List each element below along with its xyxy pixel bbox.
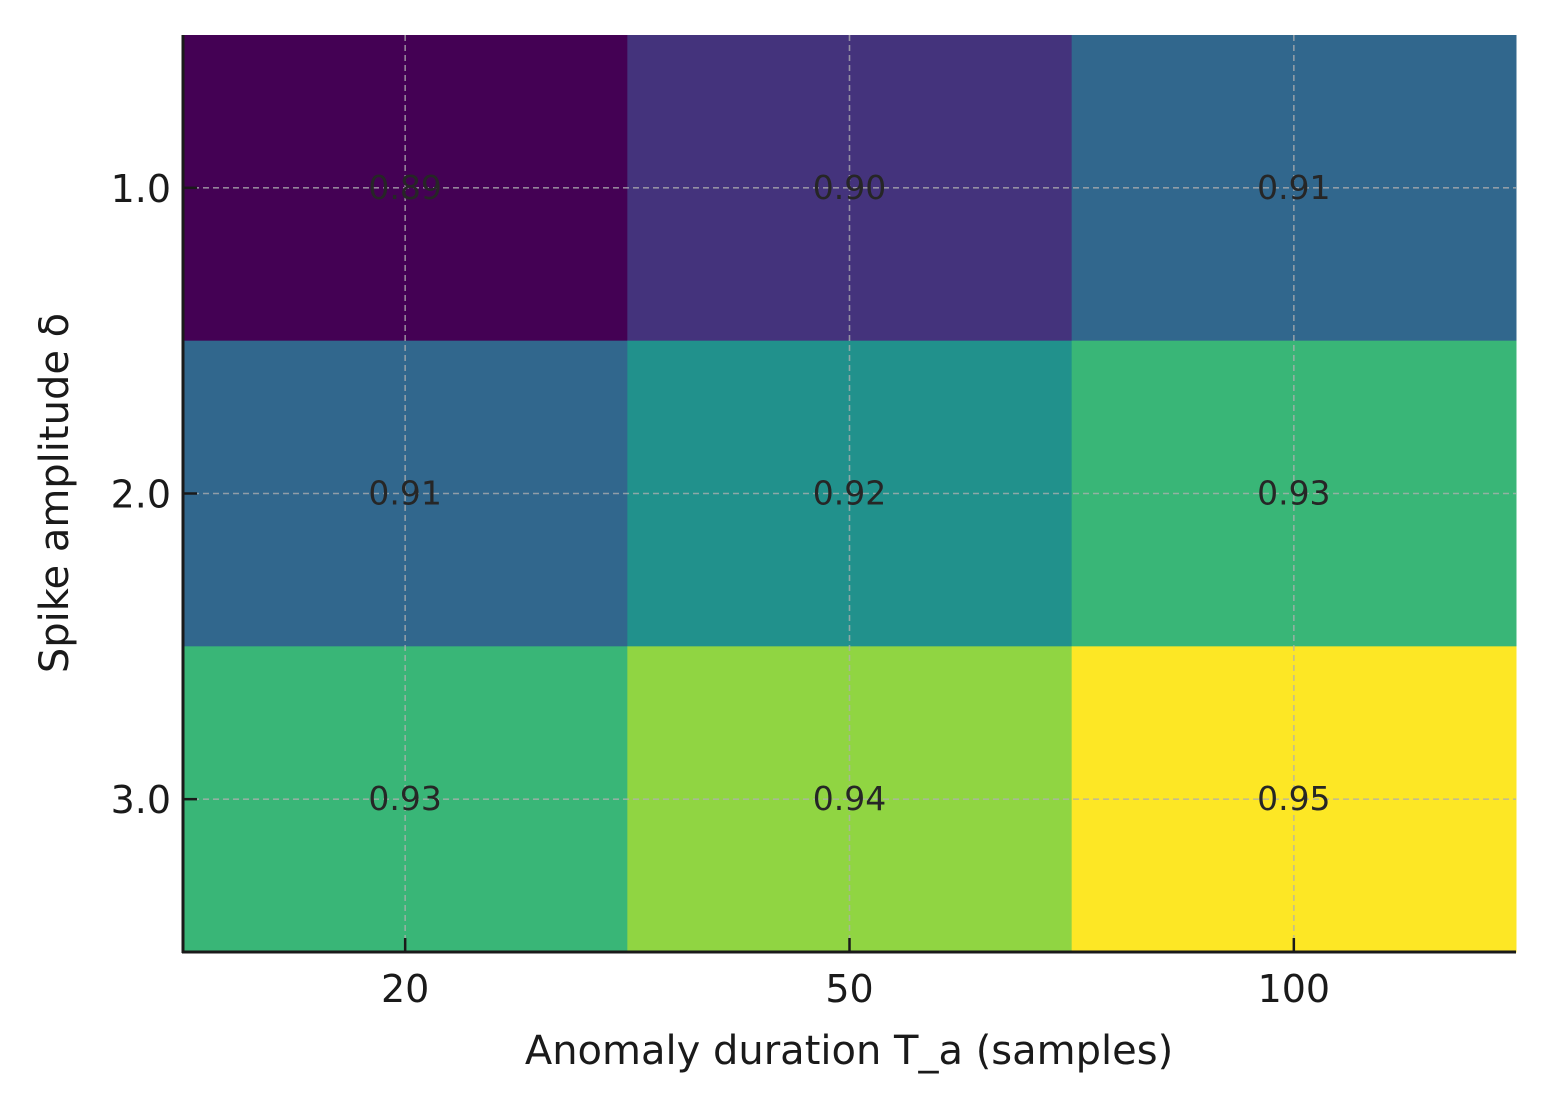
cell-value-label-r0-c1: 0.90 [813, 168, 886, 207]
y-tick-label-0: 1.0 [111, 167, 171, 211]
cell-value-label-r1-c2: 0.93 [1257, 474, 1330, 513]
cell-value-label-r2-c2: 0.95 [1257, 779, 1330, 818]
tick-labels: 20 50 100 1.0 2.0 3.0 [111, 167, 1331, 1011]
y-tick-label-2: 3.0 [111, 778, 171, 822]
y-axis-label: Spike amplitude δ [32, 313, 78, 673]
cell-value-labels: 0.89 0.90 0.91 0.91 0.92 0.93 0.93 0.94 0.95 [368, 168, 1330, 818]
x-tick-label-1: 50 [825, 967, 873, 1011]
cell-value-label-r1-c0: 0.91 [368, 474, 441, 513]
cell-value-label-r2-c0: 0.93 [368, 779, 441, 818]
cell-value-label-r0-c0: 0.89 [368, 168, 441, 207]
x-axis-label: Anomaly duration T_a (samples) [525, 1028, 1173, 1074]
y-tick-label-1: 2.0 [111, 473, 171, 517]
cell-value-label-r1-c1: 0.92 [813, 474, 886, 513]
cell-value-label-r0-c2: 0.91 [1257, 168, 1330, 207]
x-tick-label-0: 20 [381, 967, 429, 1011]
grid-lines [183, 35, 1516, 952]
cell-value-label-r2-c1: 0.94 [813, 779, 886, 818]
x-tick-label-2: 100 [1258, 967, 1331, 1011]
